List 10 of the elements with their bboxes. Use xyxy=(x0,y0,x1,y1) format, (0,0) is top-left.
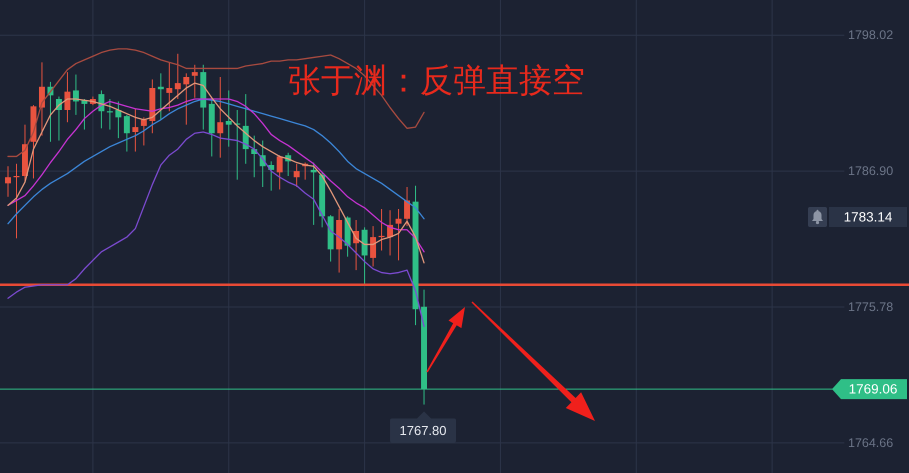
annotation: 1767.80 xyxy=(400,423,447,438)
line-series xyxy=(7,98,425,224)
price-tag: 1769.06 xyxy=(832,379,907,400)
alert-tag: 1783.14 xyxy=(829,207,907,227)
y-tick-label: 1764.66 xyxy=(848,436,894,450)
y-tick-label: 1775.78 xyxy=(848,300,894,314)
y-tick-label: 1798.02 xyxy=(848,28,894,42)
annotation: 1783.14 xyxy=(844,210,893,224)
y-tick-label: 1786.90 xyxy=(848,164,894,178)
ref-line-label: 1769.06 xyxy=(848,382,898,397)
